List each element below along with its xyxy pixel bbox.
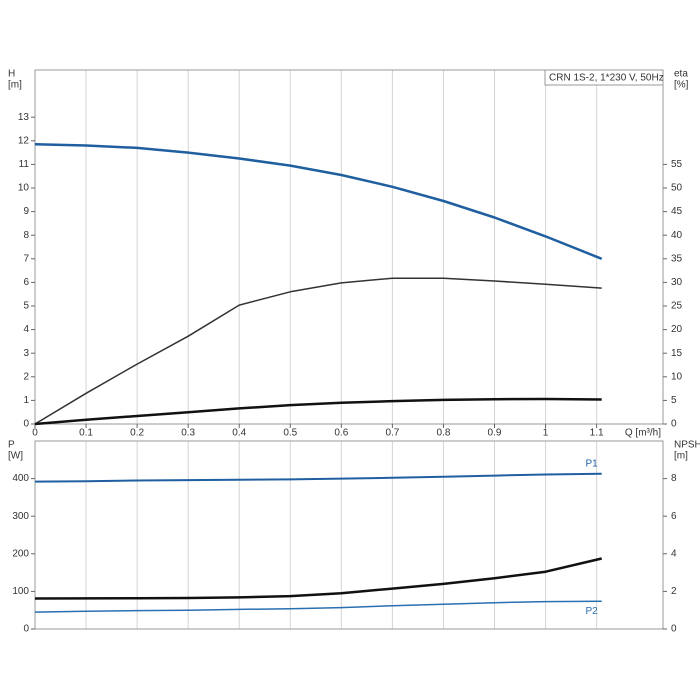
y-tick-label: 400 bbox=[12, 473, 29, 484]
y-tick-label: 0 bbox=[23, 624, 29, 635]
y2-tick-label: 10 bbox=[671, 371, 683, 382]
y-tick-label: 4 bbox=[23, 324, 29, 335]
plot-frame bbox=[34, 440, 664, 630]
y-tick-label: 6 bbox=[23, 277, 29, 288]
y-tick-label: 0 bbox=[23, 419, 29, 430]
y2-tick-label: 20 bbox=[671, 324, 683, 335]
y-tick-label: 300 bbox=[12, 511, 29, 522]
y2-tick-label: 45 bbox=[671, 206, 683, 217]
info-box bbox=[544, 69, 664, 86]
y-tick-label: 8 bbox=[23, 230, 29, 241]
y-tick-label: 200 bbox=[12, 548, 29, 559]
y2-tick-label: 2 bbox=[671, 586, 677, 597]
y2-tick-label: 55 bbox=[671, 159, 683, 170]
x-tick-label: 0.9 bbox=[488, 428, 502, 439]
y-tick-label: 1 bbox=[23, 395, 29, 406]
curve bbox=[34, 143, 603, 260]
y-tick-label: 11 bbox=[19, 159, 30, 170]
y2-tick-label: 5 bbox=[671, 395, 677, 406]
y-tick-label: 9 bbox=[23, 206, 29, 217]
x-tick-label: 0.6 bbox=[334, 428, 348, 439]
x-tick-label: 0.5 bbox=[283, 428, 297, 439]
y2-tick-label: 4 bbox=[671, 548, 677, 559]
x-tick-label: 0.8 bbox=[437, 428, 451, 439]
y-tick-label: 2 bbox=[23, 371, 29, 382]
y2-tick-label: 15 bbox=[671, 348, 683, 359]
plot-frame bbox=[34, 69, 664, 425]
curve bbox=[34, 397, 602, 426]
series-label: P2 bbox=[585, 606, 598, 617]
y2-tick-label: 50 bbox=[671, 183, 683, 194]
curve bbox=[34, 472, 602, 483]
x-tick-label: 0.1 bbox=[79, 428, 93, 439]
x-tick-label: 0.2 bbox=[130, 428, 144, 439]
x-tick-label: 1 bbox=[543, 428, 549, 439]
y2-tick-label: 25 bbox=[671, 301, 683, 312]
x-tick-label: 1.1 bbox=[590, 428, 604, 439]
y2-tick-label: 6 bbox=[671, 511, 677, 522]
y2-axis-label: NPSH bbox=[674, 440, 700, 451]
x-tick-label: 0.3 bbox=[181, 428, 195, 439]
y-axis-label: H bbox=[8, 69, 15, 80]
curve bbox=[34, 557, 602, 600]
curve bbox=[34, 600, 602, 613]
x-tick-label: 0.7 bbox=[385, 428, 399, 439]
y-tick-label: 12 bbox=[18, 135, 30, 146]
y2-tick-label: 0 bbox=[671, 419, 677, 430]
y-tick-label: 7 bbox=[23, 253, 29, 264]
y2-axis-label: eta bbox=[674, 69, 688, 80]
y-axis-label: [W] bbox=[8, 451, 23, 462]
x-tick-label: 0 bbox=[32, 428, 38, 439]
y-tick-label: 5 bbox=[23, 301, 29, 312]
x-tick-label: 0.4 bbox=[232, 428, 246, 439]
x-axis-label: Q [m³/h] bbox=[625, 428, 661, 439]
y-tick-label: 10 bbox=[18, 183, 30, 194]
y2-axis-label: [m] bbox=[674, 451, 688, 462]
y2-tick-label: 35 bbox=[671, 253, 683, 264]
y-tick-label: 100 bbox=[12, 586, 29, 597]
series-label: P1 bbox=[585, 458, 598, 469]
y-axis-label: [m] bbox=[8, 80, 22, 91]
curve bbox=[34, 277, 602, 425]
y-axis-label: P bbox=[8, 440, 15, 451]
info-box-text: CRN 1S-2, 1*230 V, 50Hz bbox=[549, 73, 664, 84]
y2-tick-label: 0 bbox=[671, 624, 677, 635]
y2-tick-label: 40 bbox=[671, 230, 683, 241]
y2-tick-label: 30 bbox=[671, 277, 683, 288]
y-tick-label: 13 bbox=[18, 112, 30, 123]
y2-axis-label: [%] bbox=[674, 80, 689, 91]
y2-tick-label: 8 bbox=[671, 473, 677, 484]
y-tick-label: 3 bbox=[23, 348, 29, 359]
